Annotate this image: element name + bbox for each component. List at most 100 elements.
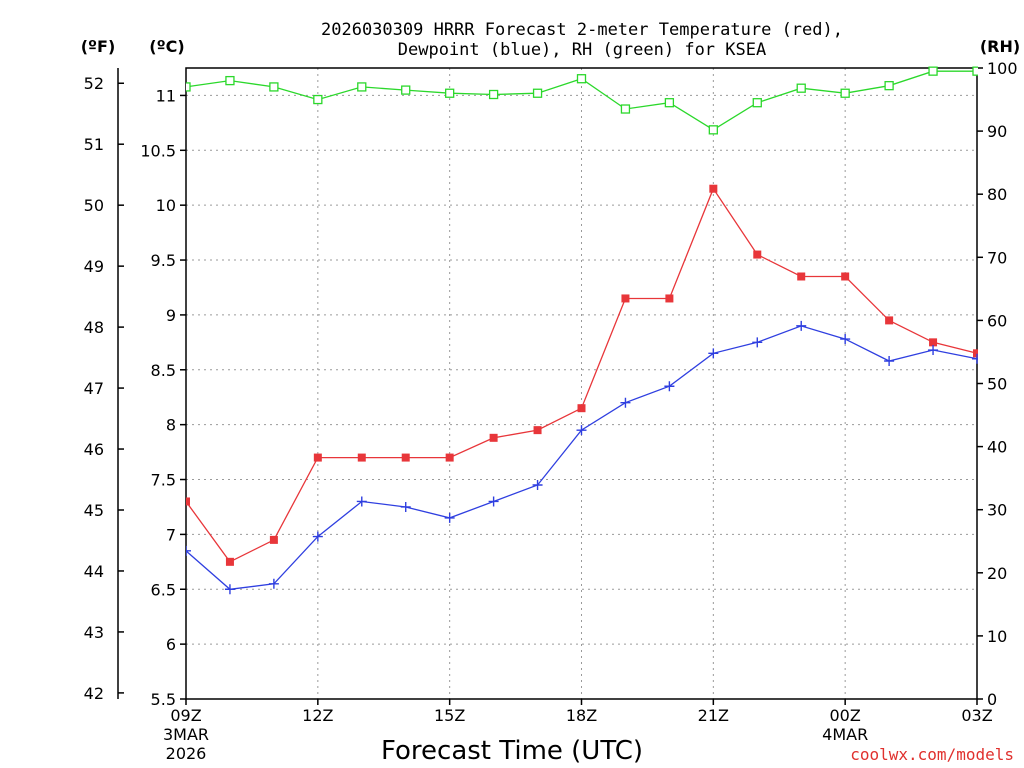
celsius-unit-label: (ºC)	[149, 37, 184, 56]
temperature-marker	[753, 250, 762, 259]
rh-tick-label: 80	[987, 185, 1007, 204]
rh-marker	[488, 89, 499, 100]
dewpoint-marker	[312, 531, 323, 542]
rh-unit-label: (RH)	[980, 37, 1020, 56]
dewpoint-marker	[972, 353, 978, 364]
rh-tick-label: 30	[987, 501, 1007, 520]
fahrenheit-tick-label: 51	[84, 135, 104, 154]
dewpoint-marker	[400, 501, 411, 512]
rh-tick-label: 100	[987, 59, 1018, 78]
temperature-marker	[445, 453, 454, 462]
temperature-marker	[621, 294, 630, 303]
dewpoint-marker	[664, 381, 675, 392]
temperature-marker	[313, 453, 322, 462]
rh-marker	[796, 83, 806, 93]
dewpoint-marker	[928, 345, 939, 356]
fahrenheit-tick-label: 50	[84, 196, 104, 215]
data-series	[186, 66, 978, 595]
fahrenheit-tick-label: 48	[84, 318, 104, 337]
temperature-marker	[489, 433, 498, 442]
rh-marker	[445, 88, 455, 98]
plot-area	[186, 66, 978, 595]
celsius-tick-label: 9	[166, 306, 176, 325]
temperature-marker	[709, 184, 718, 193]
dewpoint-marker	[186, 545, 191, 556]
celsius-tick-label: 10	[156, 196, 176, 215]
celsius-tick-label: 8.5	[151, 361, 176, 380]
x-tick-date-label: 4MAR	[822, 725, 868, 744]
rh-marker	[269, 82, 279, 92]
dewpoint-marker	[356, 496, 367, 507]
x-tick-label: 18Z	[566, 706, 597, 725]
rh-marker	[313, 94, 323, 105]
temperature-marker	[973, 349, 978, 358]
temperature-marker	[841, 272, 850, 281]
dewpoint-marker	[752, 337, 763, 348]
rh-marker	[840, 88, 850, 98]
x-tick-label: 21Z	[698, 706, 729, 725]
temperature-marker	[357, 453, 366, 462]
temperature-marker	[401, 453, 410, 462]
dewpoint-marker	[576, 425, 587, 436]
rh-marker	[928, 66, 938, 76]
x-tick-label: 12Z	[302, 706, 333, 725]
celsius-tick-label: 10.5	[140, 141, 176, 160]
temperature-marker	[186, 497, 190, 506]
rh-marker	[752, 98, 762, 108]
temperature-marker	[665, 294, 674, 303]
temperature-marker	[797, 272, 806, 281]
temperature-marker	[885, 316, 894, 325]
fahrenheit-tick-label: 52	[84, 74, 104, 93]
x-tick-label: 03Z	[961, 706, 992, 725]
x-tick-date-label: 2026	[166, 744, 207, 763]
x-axis-title: Forecast Time (UTC)	[381, 736, 643, 766]
temperature-marker	[225, 557, 234, 566]
rh-marker	[620, 104, 631, 114]
rh-tick-label: 40	[987, 438, 1007, 457]
temperature-marker	[533, 426, 542, 435]
fahrenheit-tick-label: 43	[84, 623, 104, 642]
fahrenheit-unit-label: (ºF)	[81, 37, 116, 56]
rh-marker	[664, 98, 675, 108]
celsius-tick-label: 8	[166, 416, 176, 435]
dewpoint-marker	[532, 480, 543, 491]
fahrenheit-tick-label: 46	[84, 440, 104, 459]
axes	[117, 67, 983, 705]
rh-tick-label: 10	[987, 627, 1007, 646]
temperature-marker	[929, 338, 938, 347]
rh-marker	[972, 66, 978, 76]
dewpoint-marker	[488, 496, 499, 507]
dewpoint-marker	[224, 584, 235, 595]
chart-title-line1: 2026030309 HRRR Forecast 2-meter Tempera…	[321, 20, 843, 40]
rh-tick-label: 0	[987, 690, 997, 709]
rh-tick-label: 90	[987, 122, 1007, 141]
celsius-tick-label: 6	[166, 635, 176, 654]
dewpoint-marker	[444, 512, 455, 523]
dewpoint-marker	[884, 356, 895, 367]
temperature-marker	[577, 404, 586, 413]
chart-title-line2: Dewpoint (blue), RH (green) for KSEA	[398, 40, 766, 60]
rh-tick-label: 20	[987, 564, 1007, 583]
celsius-tick-label: 9.5	[151, 251, 176, 270]
rh-marker	[532, 88, 543, 98]
rh-marker	[884, 81, 894, 91]
rh-tick-label: 50	[987, 375, 1007, 394]
celsius-tick-label: 5.5	[151, 690, 176, 709]
x-tick-label: 15Z	[434, 706, 465, 725]
fahrenheit-tick-label: 42	[84, 684, 104, 703]
dewpoint-marker	[840, 334, 851, 345]
dewpoint-marker	[620, 397, 631, 408]
rh-marker	[225, 75, 235, 86]
dewpoint-marker	[708, 348, 719, 359]
fahrenheit-tick-label: 45	[84, 501, 104, 520]
rh-marker	[186, 82, 191, 92]
fahrenheit-tick-label: 44	[84, 562, 104, 581]
rh-marker	[401, 85, 411, 95]
tick-labels: 5.5 6 6.5 7 7.5 8 8.5 9 9.5 10 10.5 11 42 43 44 45 46 47 4…	[84, 59, 1018, 763]
fahrenheit-tick-label: 47	[84, 379, 104, 398]
credit-label: coolwx.com/models	[850, 745, 1014, 764]
dewpoint-marker	[268, 578, 279, 589]
rh-marker	[708, 125, 718, 135]
